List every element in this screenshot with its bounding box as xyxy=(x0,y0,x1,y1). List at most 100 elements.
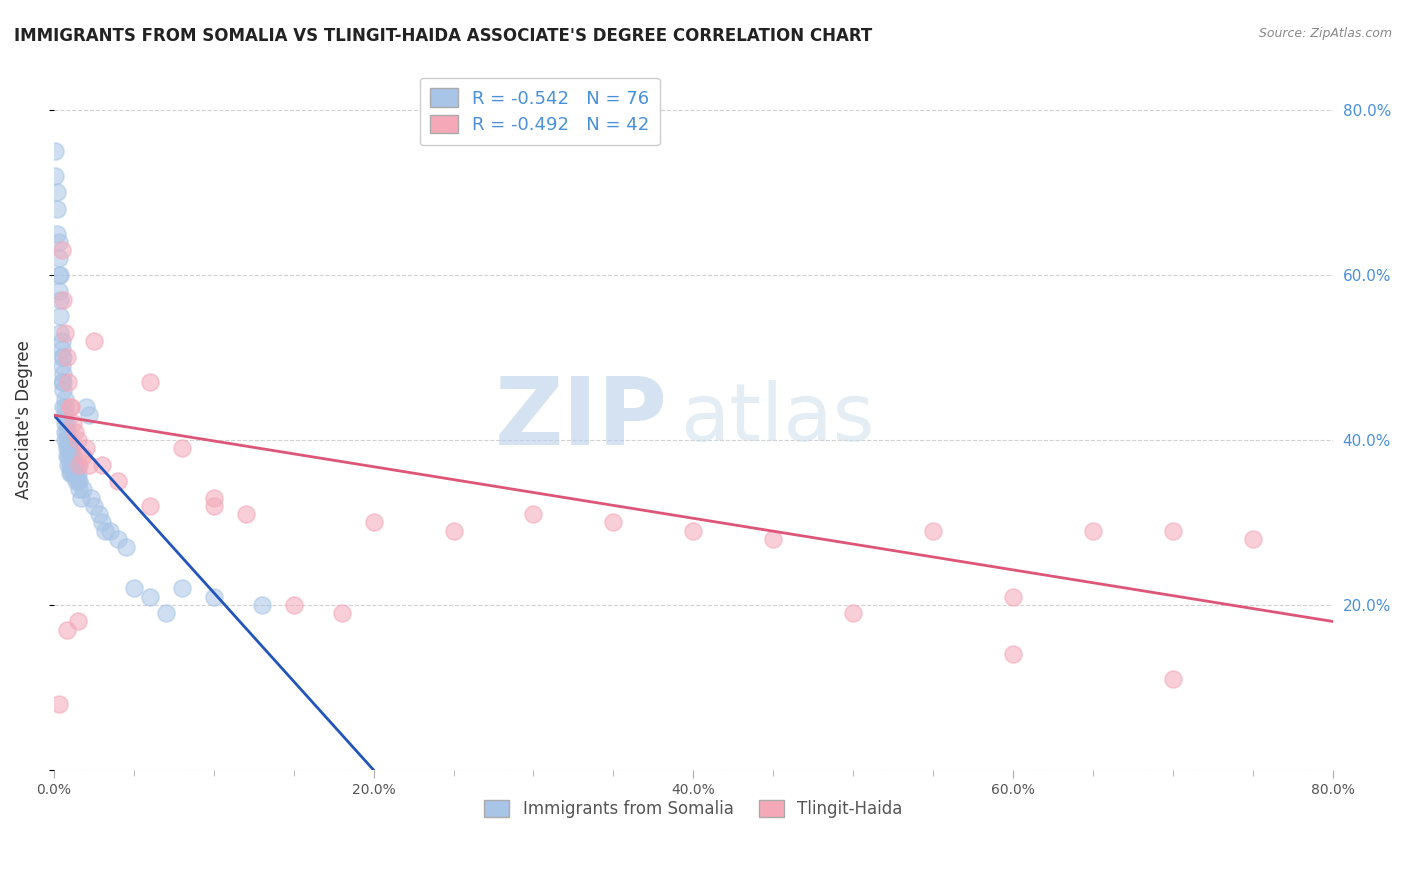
Point xyxy=(58,450,80,464)
Point xyxy=(90,458,112,472)
Point xyxy=(107,532,129,546)
Point xyxy=(52,293,75,307)
Point xyxy=(602,516,624,530)
Point xyxy=(155,606,177,620)
Point xyxy=(83,334,105,348)
Point xyxy=(46,227,69,241)
Point xyxy=(53,408,76,422)
Point xyxy=(59,466,82,480)
Point xyxy=(51,359,73,373)
Point xyxy=(522,507,544,521)
Point xyxy=(48,697,70,711)
Point xyxy=(67,458,90,472)
Point xyxy=(58,458,80,472)
Point xyxy=(107,474,129,488)
Point xyxy=(46,186,69,200)
Point xyxy=(1002,590,1025,604)
Point xyxy=(55,417,77,431)
Point xyxy=(52,367,75,381)
Point xyxy=(49,268,72,282)
Point xyxy=(53,417,76,431)
Point xyxy=(1161,672,1184,686)
Point xyxy=(77,408,100,422)
Point xyxy=(51,334,73,348)
Point xyxy=(48,252,70,266)
Point xyxy=(48,235,70,249)
Point xyxy=(330,606,353,620)
Point xyxy=(98,524,121,538)
Point xyxy=(62,458,84,472)
Point xyxy=(55,425,77,439)
Point xyxy=(1081,524,1104,538)
Point xyxy=(58,441,80,455)
Point xyxy=(63,466,86,480)
Point xyxy=(49,293,72,307)
Point xyxy=(53,400,76,414)
Text: atlas: atlas xyxy=(681,380,875,458)
Point xyxy=(60,458,83,472)
Point xyxy=(75,441,97,455)
Y-axis label: Associate's Degree: Associate's Degree xyxy=(15,340,32,499)
Point xyxy=(60,400,83,414)
Point xyxy=(66,466,89,480)
Point xyxy=(53,433,76,447)
Point xyxy=(59,433,82,447)
Point xyxy=(170,441,193,455)
Point xyxy=(55,450,77,464)
Point xyxy=(842,606,865,620)
Point xyxy=(72,450,94,464)
Point xyxy=(63,425,86,439)
Point xyxy=(53,392,76,406)
Point xyxy=(1161,524,1184,538)
Text: IMMIGRANTS FROM SOMALIA VS TLINGIT-HAIDA ASSOCIATE'S DEGREE CORRELATION CHART: IMMIGRANTS FROM SOMALIA VS TLINGIT-HAIDA… xyxy=(14,27,872,45)
Point xyxy=(63,458,86,472)
Point xyxy=(60,466,83,480)
Point xyxy=(363,516,385,530)
Point xyxy=(202,499,225,513)
Point xyxy=(250,598,273,612)
Point xyxy=(55,441,77,455)
Point xyxy=(53,326,76,340)
Point xyxy=(83,499,105,513)
Point xyxy=(59,458,82,472)
Point xyxy=(72,483,94,497)
Point xyxy=(66,615,89,629)
Point xyxy=(922,524,945,538)
Point xyxy=(52,384,75,398)
Text: Source: ZipAtlas.com: Source: ZipAtlas.com xyxy=(1258,27,1392,40)
Point xyxy=(90,516,112,530)
Point xyxy=(58,433,80,447)
Legend: Immigrants from Somalia, Tlingit-Haida: Immigrants from Somalia, Tlingit-Haida xyxy=(478,793,908,825)
Point xyxy=(77,458,100,472)
Point xyxy=(122,582,145,596)
Point xyxy=(87,507,110,521)
Point xyxy=(62,417,84,431)
Point xyxy=(762,532,785,546)
Point xyxy=(283,598,305,612)
Point xyxy=(51,375,73,389)
Point xyxy=(55,433,77,447)
Point xyxy=(443,524,465,538)
Point xyxy=(49,326,72,340)
Point xyxy=(139,590,162,604)
Point xyxy=(62,466,84,480)
Point xyxy=(59,441,82,455)
Point xyxy=(58,375,80,389)
Point xyxy=(66,433,89,447)
Point xyxy=(79,491,101,505)
Point xyxy=(202,590,225,604)
Point xyxy=(52,375,75,389)
Point xyxy=(67,483,90,497)
Point xyxy=(114,540,136,554)
Point xyxy=(51,342,73,356)
Point xyxy=(62,450,84,464)
Point xyxy=(52,351,75,365)
Point xyxy=(94,524,117,538)
Point xyxy=(235,507,257,521)
Point xyxy=(1002,648,1025,662)
Point xyxy=(55,623,77,637)
Point xyxy=(66,458,89,472)
Point xyxy=(66,474,89,488)
Point xyxy=(1241,532,1264,546)
Point xyxy=(59,450,82,464)
